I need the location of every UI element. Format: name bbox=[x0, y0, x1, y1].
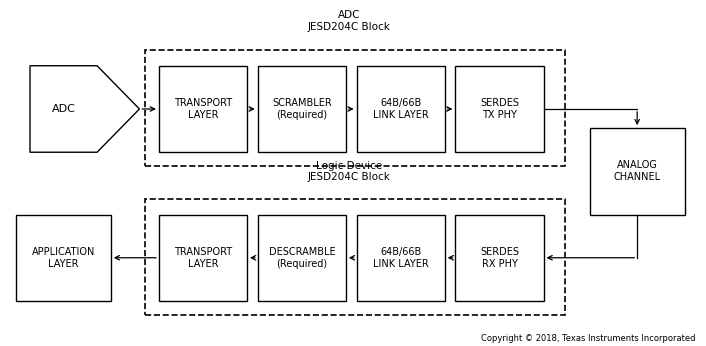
Text: SERDES
RX PHY: SERDES RX PHY bbox=[480, 247, 519, 268]
Text: TRANSPORT
LAYER: TRANSPORT LAYER bbox=[174, 98, 232, 120]
Text: SCRAMBLER
(Required): SCRAMBLER (Required) bbox=[272, 98, 332, 120]
Bar bbox=[258, 66, 346, 152]
Text: TRANSPORT
LAYER: TRANSPORT LAYER bbox=[174, 247, 232, 268]
Text: ADC
JESD204C Block: ADC JESD204C Block bbox=[308, 10, 391, 32]
Text: Copyright © 2018, Texas Instruments Incorporated: Copyright © 2018, Texas Instruments Inco… bbox=[481, 334, 695, 343]
Text: DESCRAMBLE
(Required): DESCRAMBLE (Required) bbox=[268, 247, 335, 268]
Bar bbox=[145, 199, 565, 315]
Text: ANALOG
CHANNEL: ANALOG CHANNEL bbox=[614, 161, 661, 182]
Bar bbox=[159, 215, 247, 301]
Bar bbox=[455, 66, 544, 152]
Text: 64B/66B
LINK LAYER: 64B/66B LINK LAYER bbox=[373, 247, 429, 268]
Bar bbox=[16, 215, 111, 301]
Bar bbox=[357, 66, 445, 152]
Bar bbox=[258, 215, 346, 301]
Text: Logic Device
JESD204C Block: Logic Device JESD204C Block bbox=[308, 161, 391, 182]
Bar bbox=[590, 128, 685, 215]
Bar bbox=[145, 50, 565, 166]
Bar bbox=[455, 215, 544, 301]
Text: 64B/66B
LINK LAYER: 64B/66B LINK LAYER bbox=[373, 98, 429, 120]
Polygon shape bbox=[30, 66, 139, 152]
Bar bbox=[357, 215, 445, 301]
Text: APPLICATION
LAYER: APPLICATION LAYER bbox=[32, 247, 95, 268]
Text: ADC: ADC bbox=[52, 104, 76, 114]
Text: SERDES
TX PHY: SERDES TX PHY bbox=[480, 98, 519, 120]
Bar bbox=[159, 66, 247, 152]
